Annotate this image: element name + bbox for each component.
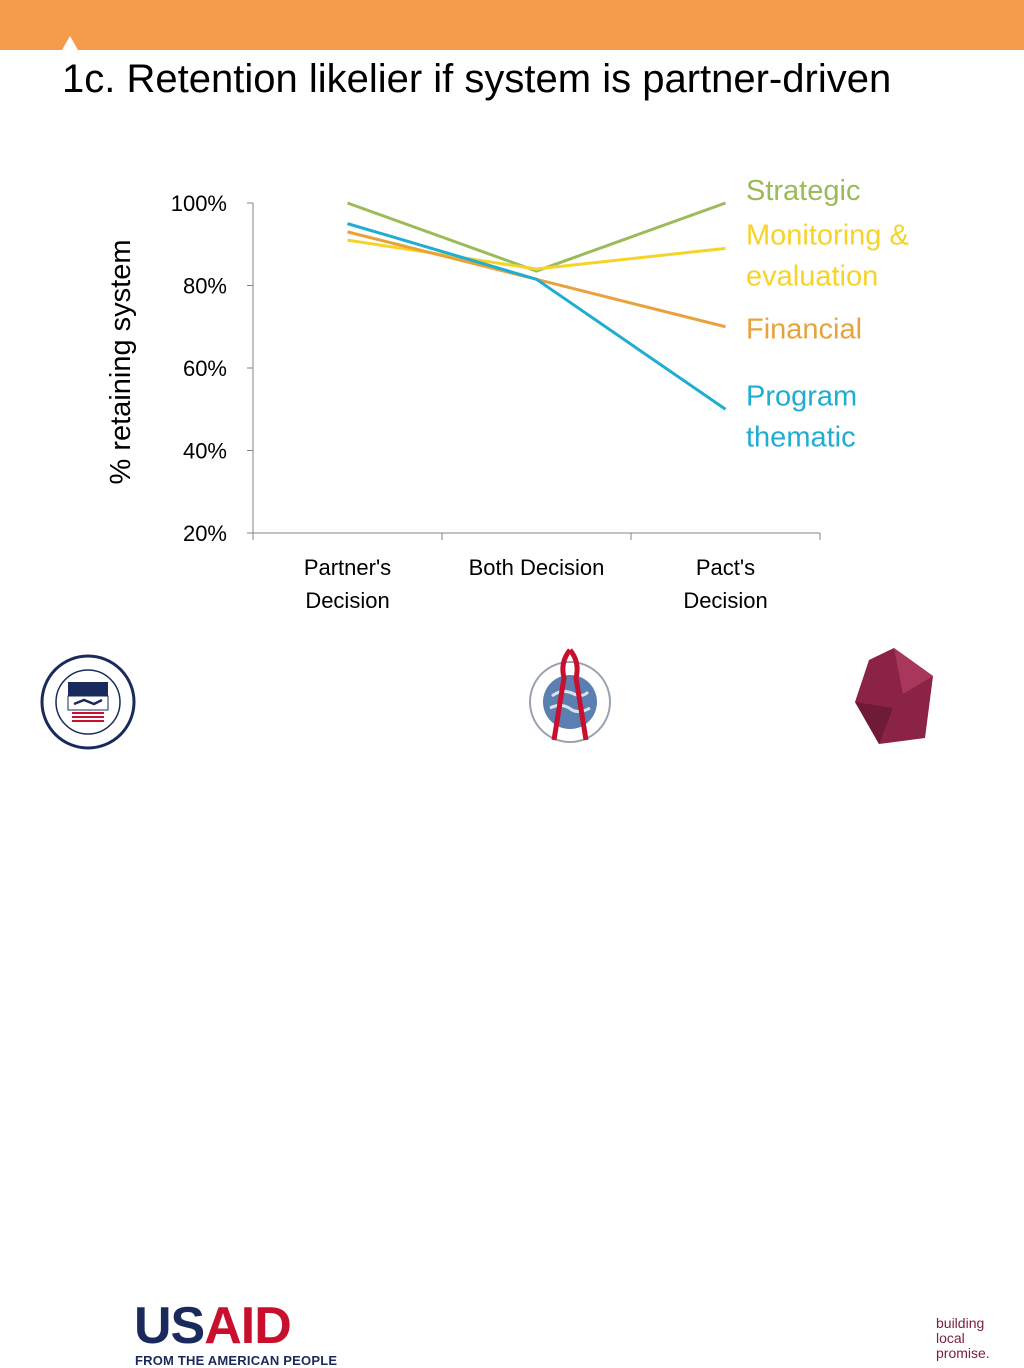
usaid-tagline: FROM THE AMERICAN PEOPLE — [135, 1353, 338, 1368]
y-tick-label: 20% — [183, 521, 227, 546]
series-label: Financial — [746, 313, 862, 345]
line-chart: 100% 80% 60% 40% 20% Partner's Decision Both De… — [105, 175, 909, 613]
x-tick-label: Pact's — [696, 555, 755, 580]
header-banner — [0, 0, 1024, 50]
pepfar-seal-icon — [529, 648, 611, 743]
series-line — [347, 222, 727, 411]
x-tick-label: Partner's — [304, 555, 391, 580]
pact-tagline: building local promise. — [936, 1316, 990, 1361]
pact-tagline-line: local — [936, 1330, 965, 1346]
series-label: Monitoring & — [746, 219, 909, 251]
series-line — [346, 201, 727, 273]
series-label: Program — [746, 380, 857, 412]
pact-tagline-line: promise. — [936, 1345, 990, 1361]
slide-title: 1c. Retention likelier if system is part… — [62, 57, 892, 101]
logo-footer: USAID FROM THE AMERICAN PEOPLE pact buil… — [0, 640, 1024, 1368]
y-tick-label: 40% — [183, 439, 227, 464]
usaid-aid: AID — [204, 1297, 292, 1355]
x-tick-label: Decision — [305, 588, 389, 613]
usaid-seal-icon — [40, 654, 136, 750]
x-tick-label: Both Decision — [469, 555, 605, 580]
usaid-wordmark: USAID — [134, 1297, 292, 1355]
series-label: evaluation — [746, 260, 878, 292]
y-tick-label: 80% — [183, 274, 227, 299]
series-label: Strategic — [746, 175, 860, 207]
y-axis-label: % retaining system — [105, 240, 137, 485]
y-tick-label: 60% — [183, 356, 227, 381]
series-label: thematic — [746, 421, 856, 453]
pact-logo-icon — [855, 648, 933, 744]
series-line — [347, 238, 726, 271]
pact-wordmark: pact — [872, 1321, 918, 1346]
y-tick-label: 100% — [171, 191, 227, 216]
x-tick-label: Decision — [683, 588, 767, 613]
pact-tagline-line: building — [936, 1315, 985, 1331]
